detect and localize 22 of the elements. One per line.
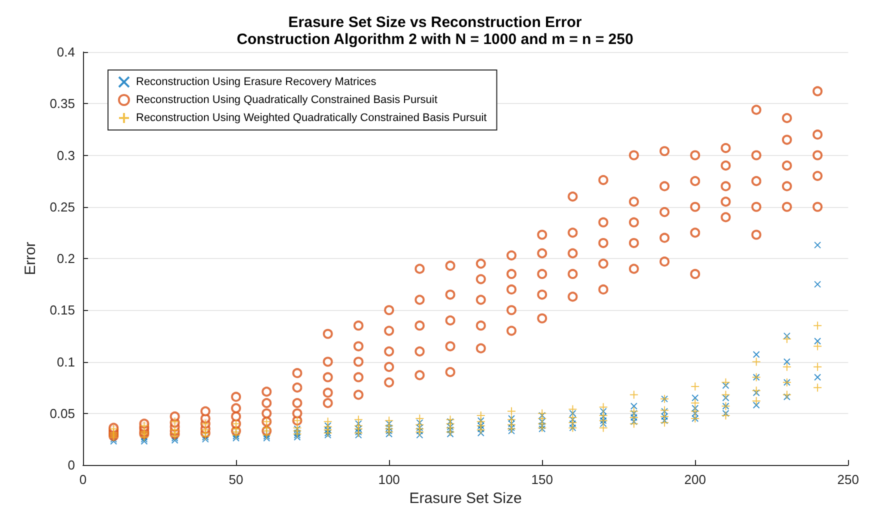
legend-label: Reconstruction Using Quadratically Constrained Basis Pursuit bbox=[136, 94, 438, 106]
x-tick-label: 100 bbox=[378, 472, 400, 487]
chart-subtitle: Construction Algorithm 2 with N = 1000 and m = n = 250 bbox=[236, 31, 634, 48]
x-tick-label: 0 bbox=[79, 472, 87, 487]
y-tick-label: 0.35 bbox=[50, 96, 75, 112]
y-tick-label: 0.2 bbox=[56, 251, 75, 266]
x-tick-label: 250 bbox=[837, 472, 860, 487]
x-axis-title: Erasure Set Size bbox=[409, 490, 522, 507]
legend-label: Reconstruction Using Weighted Quadratically Constrained Basis Pursuit bbox=[136, 112, 487, 124]
legend-label: Reconstruction Using Erasure Recovery Matrices bbox=[136, 76, 377, 88]
x-tick-label: 50 bbox=[228, 472, 244, 487]
y-axis-title: Error bbox=[22, 242, 39, 276]
y-tick-label: 0.3 bbox=[56, 148, 75, 163]
x-tick-label: 200 bbox=[684, 472, 706, 487]
y-tick-label: 0 bbox=[68, 458, 75, 472]
y-tick-label: 0.15 bbox=[50, 302, 75, 318]
x-tick-label: 150 bbox=[531, 472, 553, 487]
y-tick-label: 0.05 bbox=[50, 406, 75, 421]
y-tick-label: 0.25 bbox=[50, 199, 75, 214]
y-tick-label: 0.1 bbox=[56, 354, 75, 370]
chart-title: Erasure Set Size vs Reconstruction Error bbox=[288, 14, 582, 31]
y-tick-label: 0.4 bbox=[56, 44, 75, 60]
